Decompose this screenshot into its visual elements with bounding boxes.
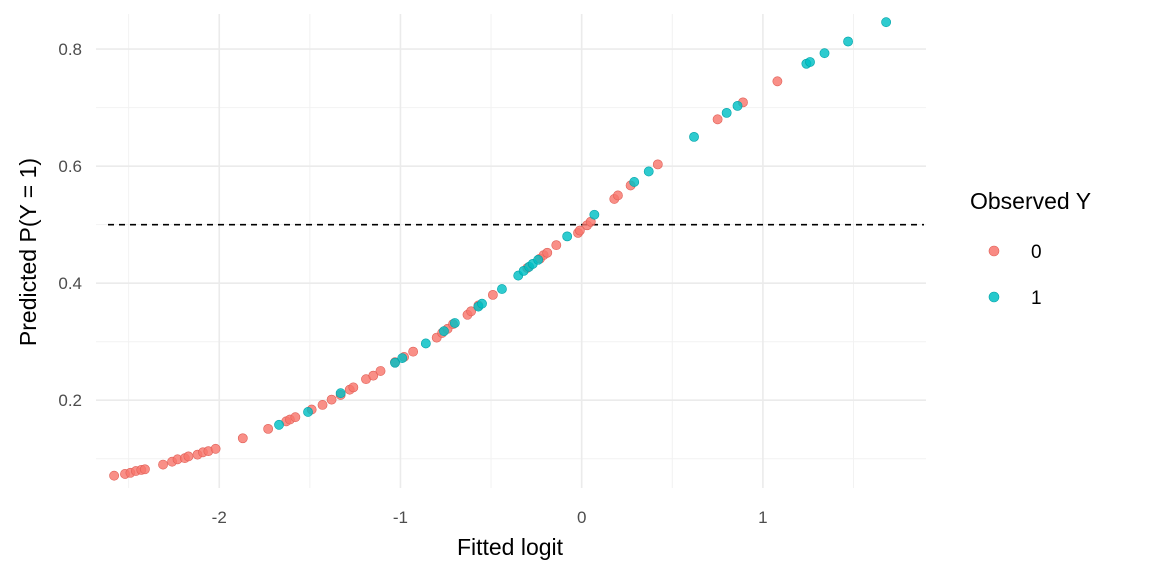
data-point-series-0 [348, 382, 359, 393]
data-point-series-0 [542, 247, 553, 258]
data-point-series-0 [712, 114, 723, 125]
x-tick-label: 1 [758, 508, 767, 527]
series-0-points [109, 76, 783, 481]
y-tick-label: 0.2 [58, 391, 82, 410]
data-point-series-1 [881, 17, 892, 28]
data-point-series-1 [562, 231, 573, 242]
data-point-series-1 [477, 298, 487, 309]
x-tick-label: -1 [393, 508, 408, 527]
data-point-series-1 [303, 407, 313, 417]
data-point-series-1 [397, 353, 408, 363]
data-point-series-0 [613, 190, 623, 201]
legend-label-0: 0 [1031, 242, 1042, 263]
data-point-series-0 [263, 423, 274, 434]
x-tick-label: 0 [577, 508, 586, 527]
legend: Observed Y 0 1 [970, 188, 1091, 309]
data-point-series-1 [732, 100, 743, 111]
x-axis-ticks: -2 -1 0 1 [212, 508, 768, 527]
data-point-series-0 [574, 225, 585, 236]
series-1-points [274, 17, 892, 430]
data-point-series-1 [533, 254, 544, 265]
data-point-series-0 [652, 159, 663, 170]
legend-label-1: 1 [1031, 288, 1042, 309]
data-point-series-1 [689, 131, 699, 142]
data-point-series-1 [335, 388, 346, 399]
data-point-series-1 [643, 166, 654, 177]
data-point-series-0 [317, 400, 328, 410]
data-point-series-0 [408, 346, 419, 357]
data-point-series-0 [466, 306, 477, 317]
data-point-series-0 [375, 366, 386, 376]
data-point-series-1 [819, 48, 830, 59]
legend-title: Observed Y [970, 188, 1091, 214]
x-axis-title: Fitted logit [457, 534, 564, 560]
y-tick-label: 0.8 [58, 40, 82, 59]
data-point-series-0 [551, 240, 562, 251]
data-point-series-1 [449, 318, 460, 328]
data-point-series-1 [274, 419, 284, 430]
data-point-series-0 [140, 464, 150, 475]
data-point-series-0 [290, 412, 301, 423]
data-point-series-1 [843, 36, 853, 47]
y-tick-label: 0.4 [58, 274, 82, 293]
minor-gridlines [96, 14, 926, 488]
legend-key-1 [988, 291, 1000, 303]
legend-key-0 [988, 245, 1000, 257]
y-tick-label: 0.6 [58, 157, 82, 176]
data-point-series-0 [183, 451, 194, 462]
data-point-series-1 [629, 177, 640, 187]
y-axis-title: Predicted P(Y = 1) [15, 158, 41, 346]
data-point-series-1 [721, 107, 732, 118]
data-point-series-0 [210, 443, 221, 454]
data-point-series-0 [237, 433, 248, 444]
data-point-series-0 [158, 459, 168, 470]
data-point-series-1 [390, 357, 400, 368]
data-point-series-1 [439, 326, 449, 337]
data-point-series-0 [326, 394, 337, 405]
data-point-series-0 [368, 370, 379, 381]
data-point-series-1 [497, 284, 507, 294]
data-point-series-0 [109, 470, 120, 481]
major-gridlines [96, 14, 926, 488]
data-point-series-1 [589, 209, 600, 220]
y-axis-ticks: 0.2 0.4 0.6 0.8 [58, 40, 82, 410]
data-point-series-1 [420, 338, 431, 349]
data-point-series-0 [772, 76, 783, 87]
x-tick-label: -2 [212, 508, 227, 527]
data-point-series-0 [487, 289, 498, 300]
data-point-series-1 [805, 57, 815, 67]
